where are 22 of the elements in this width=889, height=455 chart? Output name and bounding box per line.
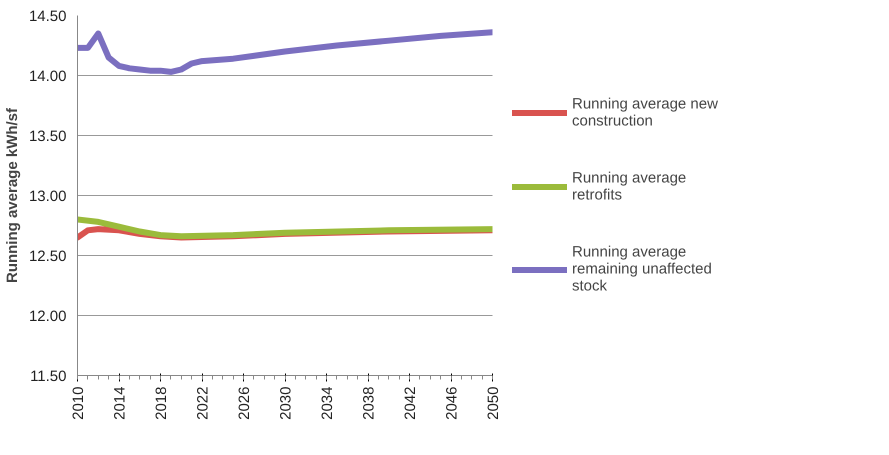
y-tick-label: 14.50 — [28, 8, 67, 25]
x-tick-label: 2038 — [360, 386, 378, 420]
y-tick-label: 12.00 — [28, 308, 67, 325]
x-tick-label: 2030 — [278, 386, 294, 420]
y-axis-title: Running average kWh/sf — [4, 106, 21, 284]
y-tick-label: 12.50 — [28, 248, 67, 265]
legend-label: Running average new construction — [572, 96, 719, 130]
x-tick-label: 2010 — [70, 386, 87, 420]
x-tick-label: 2050 — [485, 386, 502, 420]
y-tick-label: 13.50 — [28, 128, 67, 145]
x-tick-label: 2022 — [194, 386, 212, 420]
x-tick-label: 2034 — [319, 386, 336, 420]
x-tick-label: 2018 — [153, 386, 170, 420]
x-tick-label: 2042 — [402, 386, 419, 420]
y-tick-label: 13.00 — [28, 188, 67, 205]
x-tick-label: 2046 — [444, 386, 460, 420]
legend-label: Running average remaining unaffected stock — [572, 244, 713, 294]
y-tick-label: 11.50 — [30, 368, 67, 385]
x-tick-label: 2026 — [236, 386, 253, 420]
x-tick-label: 2014 — [112, 386, 128, 420]
legend-label: Running average retrofits — [572, 170, 688, 204]
y-tick-label: 14.00 — [28, 68, 67, 85]
